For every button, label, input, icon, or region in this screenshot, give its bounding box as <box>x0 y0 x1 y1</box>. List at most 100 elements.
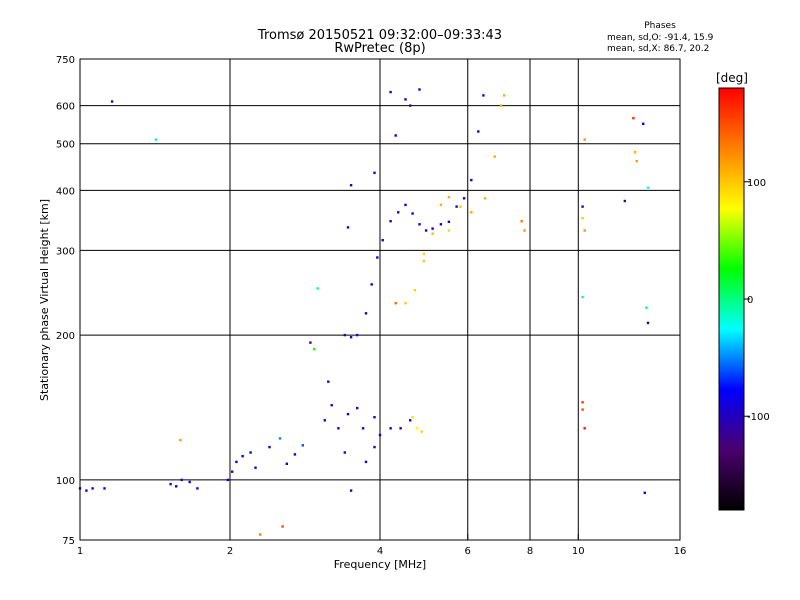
data-point <box>394 134 397 137</box>
colorbar-tick-label: 100 <box>747 178 766 189</box>
data-point <box>404 203 407 207</box>
data-point <box>268 445 271 449</box>
data-point <box>581 217 584 220</box>
data-point <box>583 138 586 141</box>
data-point <box>581 205 584 208</box>
data-point <box>85 489 88 492</box>
data-point <box>493 155 496 158</box>
data-point <box>459 205 462 208</box>
data-point <box>361 427 365 430</box>
phases-stats-x: mean, sd,X: 86.7, 20.2 <box>607 44 710 54</box>
chart-title-line-2: RwPretec (8p) <box>334 41 426 56</box>
data-point <box>523 229 526 232</box>
data-point <box>349 489 353 492</box>
data-point <box>424 229 428 232</box>
data-point <box>470 211 473 214</box>
data-point <box>404 302 407 305</box>
data-point <box>343 451 346 454</box>
data-point <box>409 104 412 107</box>
colorbar-tick-label: 0 <box>747 295 753 306</box>
data-point <box>404 98 407 101</box>
x-tick-label: 6 <box>465 546 471 557</box>
data-point <box>373 445 376 449</box>
data-point <box>349 184 353 187</box>
x-tick-label: 4 <box>377 546 383 557</box>
data-point <box>373 416 376 419</box>
data-point <box>285 462 288 465</box>
data-point <box>632 117 635 120</box>
data-point <box>633 151 637 154</box>
y-tick-label: 100 <box>56 476 75 487</box>
data-point <box>503 94 506 97</box>
data-point <box>646 321 650 325</box>
x-tick-label: 10 <box>572 546 585 557</box>
data-point <box>235 460 238 464</box>
data-point <box>226 478 229 482</box>
data-point <box>346 226 350 229</box>
y-tick-label: 75 <box>62 536 75 547</box>
data-point <box>389 90 392 94</box>
data-point <box>645 306 648 309</box>
data-point <box>447 196 451 199</box>
data-point <box>330 404 333 407</box>
data-point <box>416 427 419 430</box>
data-point <box>169 482 172 486</box>
data-point <box>581 401 584 404</box>
data-point <box>259 533 262 536</box>
data-point <box>583 229 586 232</box>
data-point <box>447 220 451 223</box>
data-point <box>188 480 191 484</box>
colorbar-tick-labels: 100 0 -100 <box>744 178 770 423</box>
data-point <box>477 130 480 133</box>
data-point <box>241 455 244 458</box>
data-point <box>312 347 316 351</box>
phases-stats-o: mean, sd,O: -91.4, 15.9 <box>607 33 714 43</box>
data-point <box>103 487 106 490</box>
y-tick-label: 750 <box>56 55 75 66</box>
data-point <box>327 380 330 383</box>
data-point <box>389 427 392 430</box>
data-point <box>254 466 257 469</box>
data-point <box>175 485 178 488</box>
data-point <box>196 487 199 490</box>
data-points <box>78 88 650 536</box>
data-point <box>422 259 426 263</box>
data-point <box>180 478 183 482</box>
data-point <box>179 438 182 442</box>
data-point <box>431 227 434 230</box>
data-point <box>470 178 473 182</box>
data-point <box>364 312 368 315</box>
data-point <box>356 333 359 337</box>
colorbar <box>718 87 745 511</box>
colorbar-tick-label: -100 <box>747 412 770 423</box>
data-point <box>413 289 417 292</box>
data-point <box>581 295 584 299</box>
data-point <box>482 94 485 97</box>
y-tick-label: 300 <box>56 246 75 257</box>
data-point <box>349 336 353 339</box>
data-point <box>301 444 304 447</box>
data-point <box>397 211 400 214</box>
data-point <box>373 171 376 174</box>
data-point <box>343 333 346 337</box>
data-point <box>447 229 451 232</box>
colorbar-label: [deg] <box>716 71 748 85</box>
data-point <box>91 487 94 490</box>
data-point <box>418 223 421 226</box>
y-tick-label: 600 <box>56 102 75 113</box>
y-tick-label: 500 <box>56 140 75 151</box>
data-point <box>110 100 114 103</box>
data-point <box>281 525 284 528</box>
data-point <box>623 199 626 203</box>
data-point <box>483 197 487 200</box>
data-point <box>455 205 458 208</box>
data-point <box>642 122 645 125</box>
x-axis-label: Frequency [MHz] <box>334 558 426 571</box>
data-point <box>520 220 523 223</box>
data-point <box>249 451 252 454</box>
y-tick-label: 400 <box>56 186 75 197</box>
data-point <box>499 104 503 107</box>
grid-lines <box>80 59 680 540</box>
data-point <box>399 427 402 430</box>
